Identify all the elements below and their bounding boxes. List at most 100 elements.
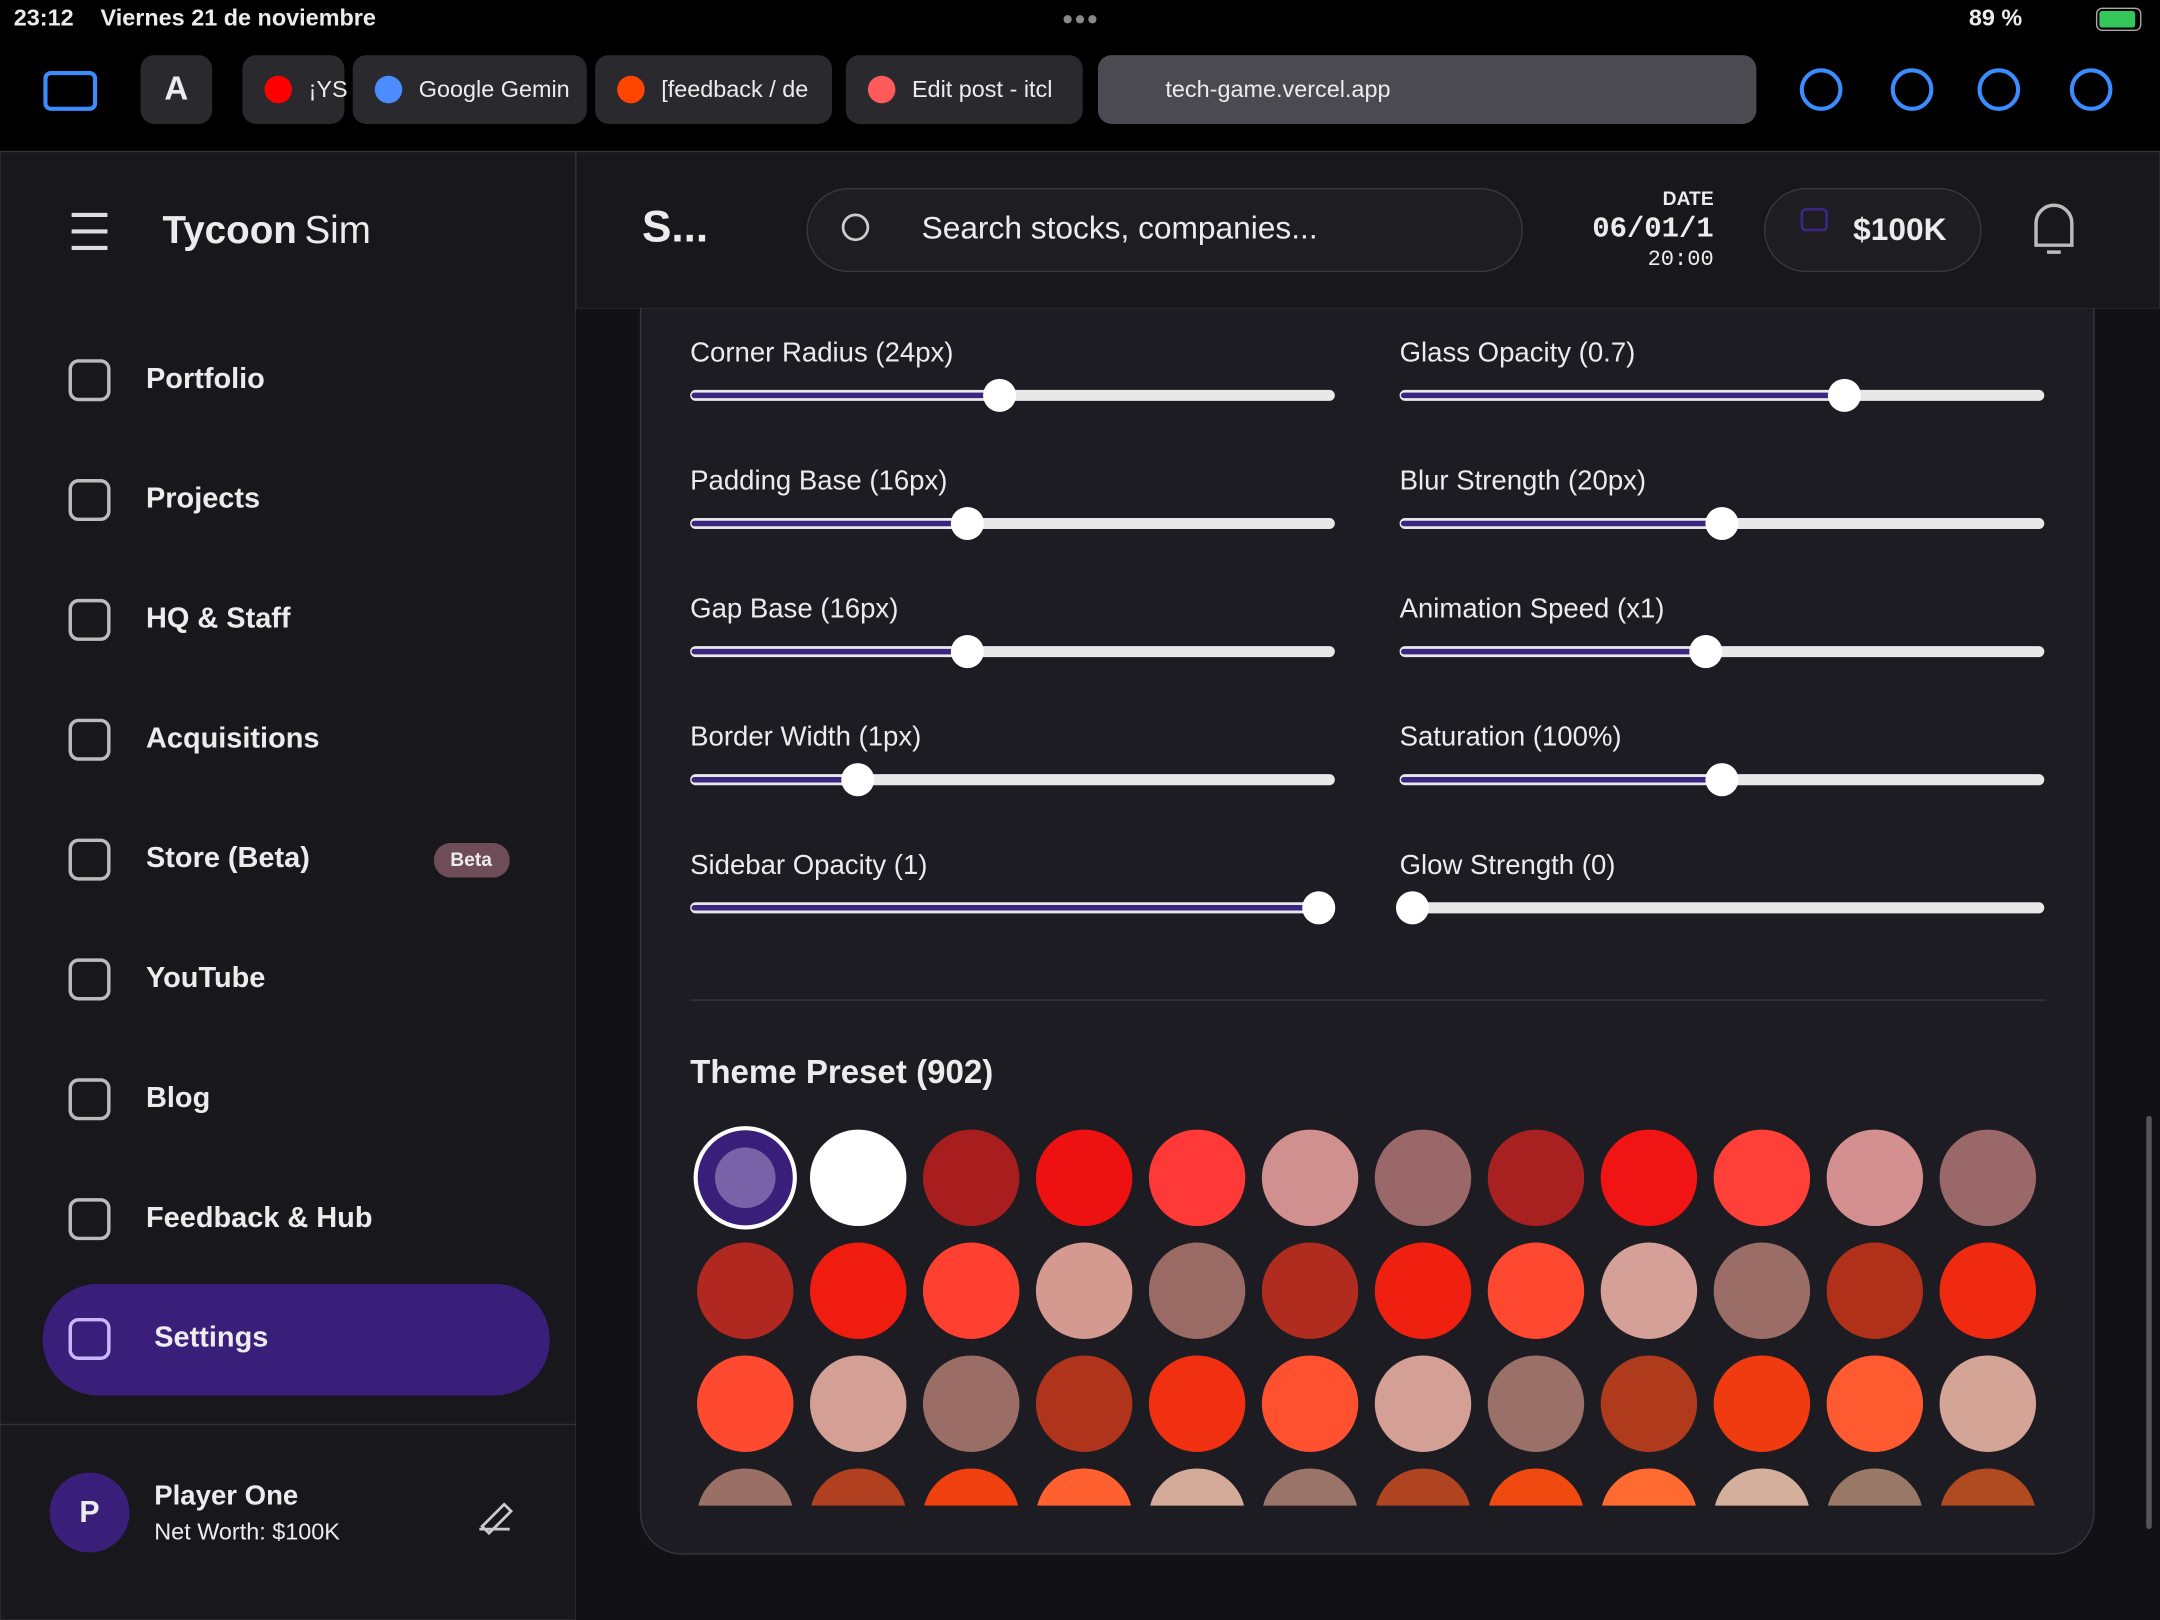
theme-swatch[interactable]: [1149, 1468, 1245, 1564]
theme-swatch[interactable]: [1600, 1355, 1698, 1452]
slider-label: Saturation (100%): [1400, 721, 1622, 752]
theme-swatch[interactable]: [922, 1355, 1020, 1452]
theme-swatch[interactable]: [922, 1129, 1020, 1227]
theme-swatch[interactable]: [1261, 1355, 1359, 1452]
slider-thumb[interactable]: [950, 506, 984, 540]
theme-swatch[interactable]: [922, 1242, 1020, 1339]
nav-item[interactable]: Store (Beta): [146, 842, 310, 874]
theme-swatch[interactable]: [1939, 1355, 2037, 1452]
browser-tab[interactable]: [595, 55, 833, 124]
theme-swatch[interactable]: [697, 1242, 794, 1339]
slider-track[interactable]: [1399, 902, 2045, 914]
theme-swatch[interactable]: [1261, 1129, 1359, 1227]
theme-swatch[interactable]: [1261, 1242, 1359, 1339]
theme-swatch[interactable]: [1148, 1355, 1246, 1452]
theme-swatch[interactable]: [810, 1242, 907, 1339]
nav-item[interactable]: Acquisitions: [146, 722, 319, 754]
user-name: Player One: [154, 1480, 298, 1511]
theme-swatch[interactable]: [810, 1468, 906, 1564]
theme-swatch[interactable]: [1487, 1242, 1585, 1339]
browser-tab[interactable]: [845, 55, 1083, 124]
active-tab[interactable]: [1097, 55, 1757, 124]
menu-icon[interactable]: [71, 212, 108, 251]
nav-item[interactable]: Projects: [146, 483, 260, 515]
toolbar-button[interactable]: [1799, 68, 1843, 111]
slider-fill: [691, 520, 968, 527]
nav-item[interactable]: Settings: [154, 1322, 268, 1354]
slider-thumb[interactable]: [1302, 891, 1336, 925]
theme-swatch[interactable]: [1375, 1468, 1471, 1564]
nav-item[interactable]: Blog: [146, 1082, 210, 1114]
theme-swatch[interactable]: [1600, 1129, 1698, 1227]
slider-thumb[interactable]: [1705, 506, 1739, 540]
tab-title: Edit post - itcl: [912, 76, 1052, 102]
toolbar-button[interactable]: [2069, 68, 2113, 111]
theme-swatch[interactable]: [1035, 1242, 1133, 1339]
theme-swatch[interactable]: [1148, 1129, 1246, 1227]
slider-thumb[interactable]: [983, 378, 1017, 412]
theme-swatch[interactable]: [1487, 1355, 1585, 1452]
nav-icon: [68, 718, 111, 761]
nav-item[interactable]: YouTube: [146, 962, 265, 994]
theme-swatch[interactable]: [1714, 1468, 1810, 1564]
nav-item[interactable]: HQ & Staff: [146, 603, 291, 635]
bell-icon[interactable]: [2034, 203, 2074, 254]
theme-swatch[interactable]: [1826, 1242, 1924, 1339]
slider-label: Animation Speed (x1): [1400, 593, 1665, 624]
pinned-icon: A: [164, 71, 188, 108]
tab-icon: [374, 75, 403, 104]
theme-swatch[interactable]: [1488, 1468, 1584, 1564]
theme-swatch[interactable]: [1713, 1355, 1811, 1452]
dots: [1063, 15, 1072, 24]
battery-icon: [2095, 7, 2142, 31]
slider-thumb[interactable]: [1827, 378, 1861, 412]
theme-swatch[interactable]: [697, 1355, 794, 1452]
search-box[interactable]: [806, 188, 1523, 273]
toolbar-button[interactable]: [1890, 68, 1934, 111]
tab-pinned[interactable]: [140, 55, 213, 124]
theme-swatch[interactable]: [1148, 1242, 1246, 1339]
toolbar-button[interactable]: [1977, 68, 2021, 111]
nav-item[interactable]: Portfolio: [146, 363, 265, 395]
tab-title: Google Gemin: [419, 76, 570, 102]
theme-swatch[interactable]: [1600, 1242, 1698, 1339]
slider-thumb[interactable]: [1705, 763, 1739, 797]
theme-swatch[interactable]: [923, 1468, 1019, 1564]
theme-swatch[interactable]: [1374, 1242, 1472, 1339]
theme-swatch[interactable]: [810, 1355, 907, 1452]
theme-swatch[interactable]: [697, 1468, 793, 1564]
theme-swatch[interactable]: [1262, 1468, 1358, 1564]
nav-icon: [68, 958, 111, 1001]
theme-swatch[interactable]: [1826, 1129, 1924, 1227]
theme-swatch[interactable]: [1374, 1129, 1472, 1227]
sidebar-toggle[interactable]: [43, 70, 98, 111]
theme-swatch[interactable]: [1826, 1355, 1924, 1452]
theme-swatch[interactable]: [1713, 1242, 1811, 1339]
theme-swatch[interactable]: [1035, 1129, 1133, 1227]
theme-swatch[interactable]: [1035, 1355, 1133, 1452]
theme-swatch[interactable]: [1713, 1129, 1811, 1227]
nav-icon: [68, 838, 111, 881]
slider-thumb[interactable]: [1689, 635, 1723, 669]
theme-swatch[interactable]: [1601, 1468, 1697, 1564]
theme-swatch[interactable]: [1939, 1242, 2037, 1339]
slider-thumb[interactable]: [950, 635, 984, 669]
nav-icon: [68, 479, 111, 522]
slider-thumb[interactable]: [841, 763, 875, 797]
theme-swatch[interactable]: [1374, 1355, 1472, 1452]
theme-swatch[interactable]: [1487, 1129, 1585, 1227]
theme-swatch[interactable]: [1939, 1129, 2037, 1227]
slider-label: Border Width (1px): [690, 721, 921, 752]
nav-item[interactable]: Feedback & Hub: [146, 1202, 372, 1234]
theme-swatch[interactable]: [1036, 1468, 1132, 1564]
beta-badge: [433, 843, 510, 878]
slider-thumb[interactable]: [1395, 891, 1430, 925]
edit-icon[interactable]: [479, 1502, 514, 1536]
nav-active[interactable]: [42, 1283, 550, 1396]
browser-tab[interactable]: [352, 55, 587, 124]
theme-swatch[interactable]: [1827, 1468, 1923, 1564]
theme-swatch[interactable]: [810, 1129, 907, 1227]
browser-tab[interactable]: [242, 55, 345, 124]
theme-swatch[interactable]: [1940, 1468, 2036, 1564]
slider-label: Glass Opacity (0.7): [1400, 336, 1636, 367]
